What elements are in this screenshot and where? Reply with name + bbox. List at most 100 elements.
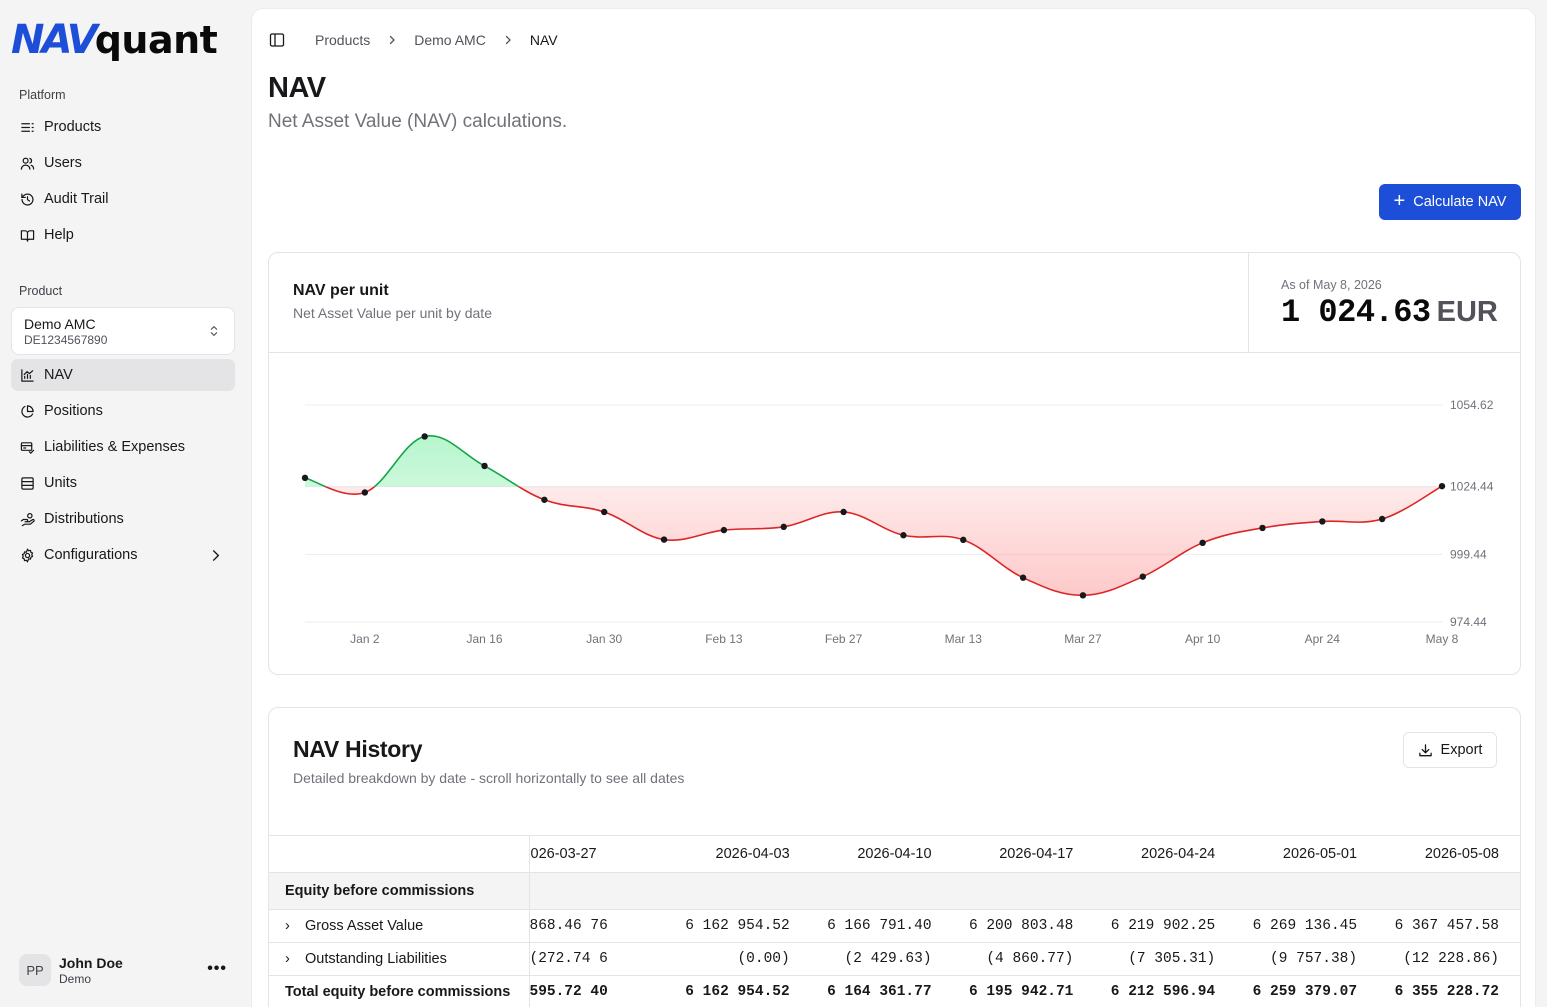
calculate-nav-button[interactable]: + Calculate NAV xyxy=(1379,184,1521,220)
header-divider xyxy=(1248,253,1249,353)
x-tick-label: Jan 16 xyxy=(467,632,503,646)
data-point[interactable] xyxy=(541,496,548,503)
logo-quant-text: quant xyxy=(94,18,218,62)
data-point[interactable] xyxy=(1378,515,1386,523)
data-point[interactable] xyxy=(301,474,309,482)
sidebar-item-audit-trail[interactable]: Audit Trail xyxy=(11,183,235,215)
data-point[interactable] xyxy=(900,532,907,539)
table-cell: (7 305.31) xyxy=(1096,942,1239,976)
sidebar-item-distributions[interactable]: Distributions xyxy=(11,503,235,535)
export-button[interactable]: Export xyxy=(1403,732,1497,768)
sidebar-item-label: Products xyxy=(44,119,102,135)
sidebar-item-label: Distributions xyxy=(44,511,124,527)
user-org: Demo xyxy=(59,971,92,986)
table-cell: 76 868.46 xyxy=(529,909,671,943)
sidebar-item-units[interactable]: Units xyxy=(11,467,235,499)
chevron-right-icon[interactable]: › xyxy=(285,951,290,967)
database-icon xyxy=(21,476,34,490)
data-point[interactable] xyxy=(780,523,787,531)
data-point[interactable] xyxy=(1139,573,1146,580)
table-cell: 6 259 379.07 xyxy=(1238,975,1381,1007)
data-point[interactable] xyxy=(1438,482,1446,490)
nav-history-card: NAV History Detailed breakdown by date -… xyxy=(268,707,1521,1007)
sidebar-item-label: Configurations xyxy=(44,547,138,563)
data-point[interactable] xyxy=(840,508,847,516)
y-tick-label: 974.44 xyxy=(1450,615,1487,629)
table-cell: 6 367 457.58 xyxy=(1380,909,1520,943)
breadcrumb: Products Demo AMC NAV xyxy=(269,31,558,49)
data-point[interactable] xyxy=(960,536,967,544)
product-section-label: Product xyxy=(19,284,63,298)
table-row[interactable]: › Gross Asset Value 76 868.46 6 162 954.5… xyxy=(269,909,1520,943)
chevrons-up-down-icon xyxy=(210,326,218,336)
table-row-total: Total equity before commissions 40 595.7… xyxy=(269,975,1520,1007)
data-point[interactable] xyxy=(421,433,428,440)
table-cell: 6 355 228.72 xyxy=(1380,975,1520,1007)
user-menu[interactable]: PP John Doe Demo ••• xyxy=(19,952,235,988)
product-selector[interactable]: Demo AMC DE1234567890 xyxy=(11,307,235,355)
x-tick-label: Jan 2 xyxy=(350,632,380,646)
series-line-below xyxy=(323,486,1443,597)
table-cell: (4 860.77) xyxy=(954,942,1097,976)
nav-per-unit-card: NAV per unit Net Asset Value per unit by… xyxy=(268,252,1521,675)
chevron-right-icon[interactable]: › xyxy=(285,918,290,934)
sidebar-item-users[interactable]: Users xyxy=(11,147,235,179)
more-options-icon[interactable]: ••• xyxy=(207,960,227,977)
data-point[interactable] xyxy=(361,489,369,496)
data-point[interactable] xyxy=(601,508,608,516)
sidebar-toggle-icon[interactable] xyxy=(269,32,285,48)
x-tick-label: Mar 27 xyxy=(1064,632,1102,646)
section-row: Equity before commissions xyxy=(269,872,1520,910)
sidebar-item-label: Liabilities & Expenses xyxy=(44,439,186,455)
user-name: John Doe xyxy=(59,954,123,971)
sidebar-item-liabilities-expenses[interactable]: Liabilities & Expenses xyxy=(11,431,235,463)
table-cell: 6 162 954.52 xyxy=(670,975,813,1007)
breadcrumb-products[interactable]: Products xyxy=(315,32,371,48)
row-label[interactable]: › Gross Asset Value xyxy=(269,909,530,943)
sidebar-item-help[interactable]: Help xyxy=(11,219,235,251)
sidebar-item-label: Units xyxy=(44,475,78,491)
sidebar-item-label: Users xyxy=(44,155,82,171)
section-label: Equity before commissions xyxy=(269,872,530,910)
data-point[interactable] xyxy=(1079,592,1087,599)
data-point[interactable] xyxy=(1199,539,1206,547)
nav-value-currency: EUR xyxy=(1436,296,1498,328)
sidebar-item-label: Audit Trail xyxy=(44,191,109,207)
chevron-right-icon xyxy=(505,35,511,45)
history-subtitle: Detailed breakdown by date - scroll hori… xyxy=(293,770,685,786)
date-column-header: 2026-04-03 xyxy=(670,835,813,873)
x-tick-label: May 8 xyxy=(1426,632,1459,646)
nav-line-chart[interactable]: 974.44 999.44 1024.44 1054.62 Jan 2 Jan 16 Jan… xyxy=(269,353,1520,675)
table-cell: 6 195 942.71 xyxy=(954,975,1097,1007)
sidebar-item-label: Help xyxy=(44,227,74,243)
row-label-text: Outstanding Liabilities xyxy=(305,951,447,967)
nav-value-number: 1 024.63 xyxy=(1281,294,1431,331)
sidebar-item-products[interactable]: Products xyxy=(11,111,235,143)
current-nav-value: 1 024.63 EUR xyxy=(1281,294,1498,331)
users-icon xyxy=(20,157,35,170)
history-icon xyxy=(21,192,34,205)
book-icon xyxy=(20,229,35,242)
sidebar-item-configurations[interactable]: Configurations xyxy=(11,539,235,571)
table-row[interactable]: › Outstanding Liabilities 6 272.74) (0.00… xyxy=(269,942,1520,976)
data-point[interactable] xyxy=(720,526,728,534)
data-point[interactable] xyxy=(1019,574,1027,581)
data-point[interactable] xyxy=(481,462,488,470)
x-tick-label: Feb 27 xyxy=(825,632,863,646)
navquant-logo[interactable]: NAV quant xyxy=(11,18,218,62)
list-icon xyxy=(21,122,34,132)
table-cell: 6 269 136.45 xyxy=(1238,909,1381,943)
data-point[interactable] xyxy=(660,536,668,543)
sidebar-item-nav[interactable]: NAV xyxy=(11,359,235,391)
row-label[interactable]: › Outstanding Liabilities xyxy=(269,942,530,976)
date-column-header: 2026-04-24 xyxy=(1096,835,1239,873)
data-point[interactable] xyxy=(1319,518,1326,525)
data-point[interactable] xyxy=(1259,524,1266,532)
as-of-date: As of May 8, 2026 xyxy=(1281,278,1382,292)
table-cell: (9 757.38) xyxy=(1238,942,1381,976)
area-above-baseline xyxy=(305,435,1442,487)
table-cell: 40 595.72 xyxy=(529,975,671,1007)
sidebar-item-positions[interactable]: Positions xyxy=(11,395,235,427)
breadcrumb-demo-amc[interactable]: Demo AMC xyxy=(414,32,486,48)
receipt-icon xyxy=(20,441,35,454)
